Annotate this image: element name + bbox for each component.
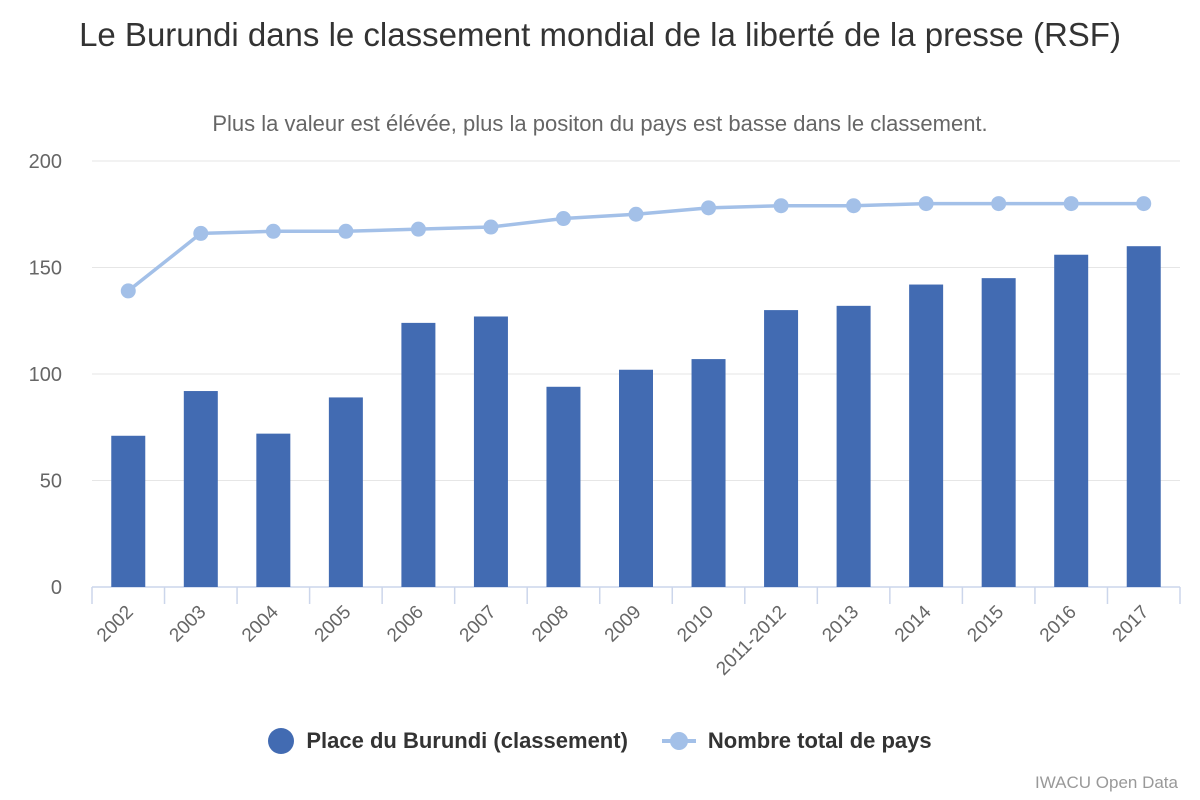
point-2013 — [846, 198, 862, 214]
legend-label-nombre-pays: Nombre total de pays — [707, 728, 932, 753]
bar-2007 — [473, 316, 508, 587]
x-tick-label-2007: 2007 — [456, 602, 501, 647]
x-tick-label-2016: 2016 — [1036, 602, 1081, 647]
legend-bar-swatch-icon — [268, 728, 295, 754]
bar-2016 — [1054, 254, 1089, 587]
y-tick-label-50: 50 — [40, 471, 62, 493]
bar-2013 — [836, 305, 871, 587]
bar-2008 — [546, 386, 581, 587]
point-2009 — [628, 206, 644, 222]
bar-2017 — [1126, 246, 1161, 587]
point-2007 — [483, 219, 499, 235]
chart-title: Le Burundi dans le classement mondial de… — [79, 16, 1121, 53]
point-2006 — [410, 221, 426, 237]
x-tick-label-2017: 2017 — [1109, 602, 1154, 647]
point-2004 — [265, 223, 281, 239]
bar-2010 — [691, 359, 726, 587]
y-tick-label-150: 150 — [29, 258, 62, 280]
x-tick-label-2003: 2003 — [166, 602, 211, 647]
bar-2011-2012 — [764, 310, 799, 587]
x-tick-label-2013: 2013 — [818, 602, 863, 647]
bar-2002 — [111, 435, 146, 587]
x-tick-label-2002: 2002 — [93, 602, 138, 647]
point-2003 — [193, 225, 209, 241]
point-2015 — [991, 196, 1007, 212]
x-tick-label-2004: 2004 — [238, 601, 283, 646]
bar-2004 — [256, 433, 291, 587]
legend-label-place-burundi: Place du Burundi (classement) — [306, 728, 628, 753]
y-tick-label-100: 100 — [29, 364, 62, 386]
chart-subtitle: Plus la valeur est élévée, plus la posit… — [212, 111, 988, 136]
credits-label[interactable]: IWACU Open Data — [1035, 773, 1178, 792]
point-2011-2012 — [773, 198, 789, 214]
chart-legend: Place du Burundi (classement) Nombre tot… — [0, 728, 1200, 754]
legend-line-swatch-icon — [661, 728, 696, 754]
x-tick-label-2015: 2015 — [963, 602, 1008, 647]
point-2016 — [1063, 196, 1079, 212]
bar-2009 — [619, 369, 653, 587]
x-tick-label-2011-2012: 2011-2012 — [713, 602, 791, 680]
x-tick-label-2010: 2010 — [673, 602, 718, 647]
x-tick-label-2008: 2008 — [528, 602, 573, 647]
bar-2015 — [981, 278, 1016, 587]
y-tick-label-0: 0 — [51, 577, 62, 599]
point-2014 — [918, 196, 934, 212]
x-tick-label-2006: 2006 — [383, 602, 428, 647]
x-tick-label-2005: 2005 — [311, 602, 356, 647]
y-tick-label-200: 200 — [29, 151, 62, 173]
bar-2003 — [183, 391, 218, 587]
x-tick-label-2009: 2009 — [601, 602, 646, 647]
point-2010 — [701, 200, 717, 216]
legend-item-place-burundi[interactable]: Place du Burundi (classement) — [268, 728, 628, 754]
legend-item-nombre-pays[interactable]: Nombre total de pays — [661, 728, 932, 754]
bar-2006 — [401, 322, 436, 587]
bar-2005 — [328, 397, 363, 587]
x-tick-label-2014: 2014 — [891, 601, 936, 646]
bar-2014 — [909, 284, 944, 587]
point-2017 — [1136, 196, 1152, 212]
point-2002 — [120, 283, 136, 299]
point-2008 — [555, 211, 571, 227]
point-2005 — [338, 223, 354, 239]
